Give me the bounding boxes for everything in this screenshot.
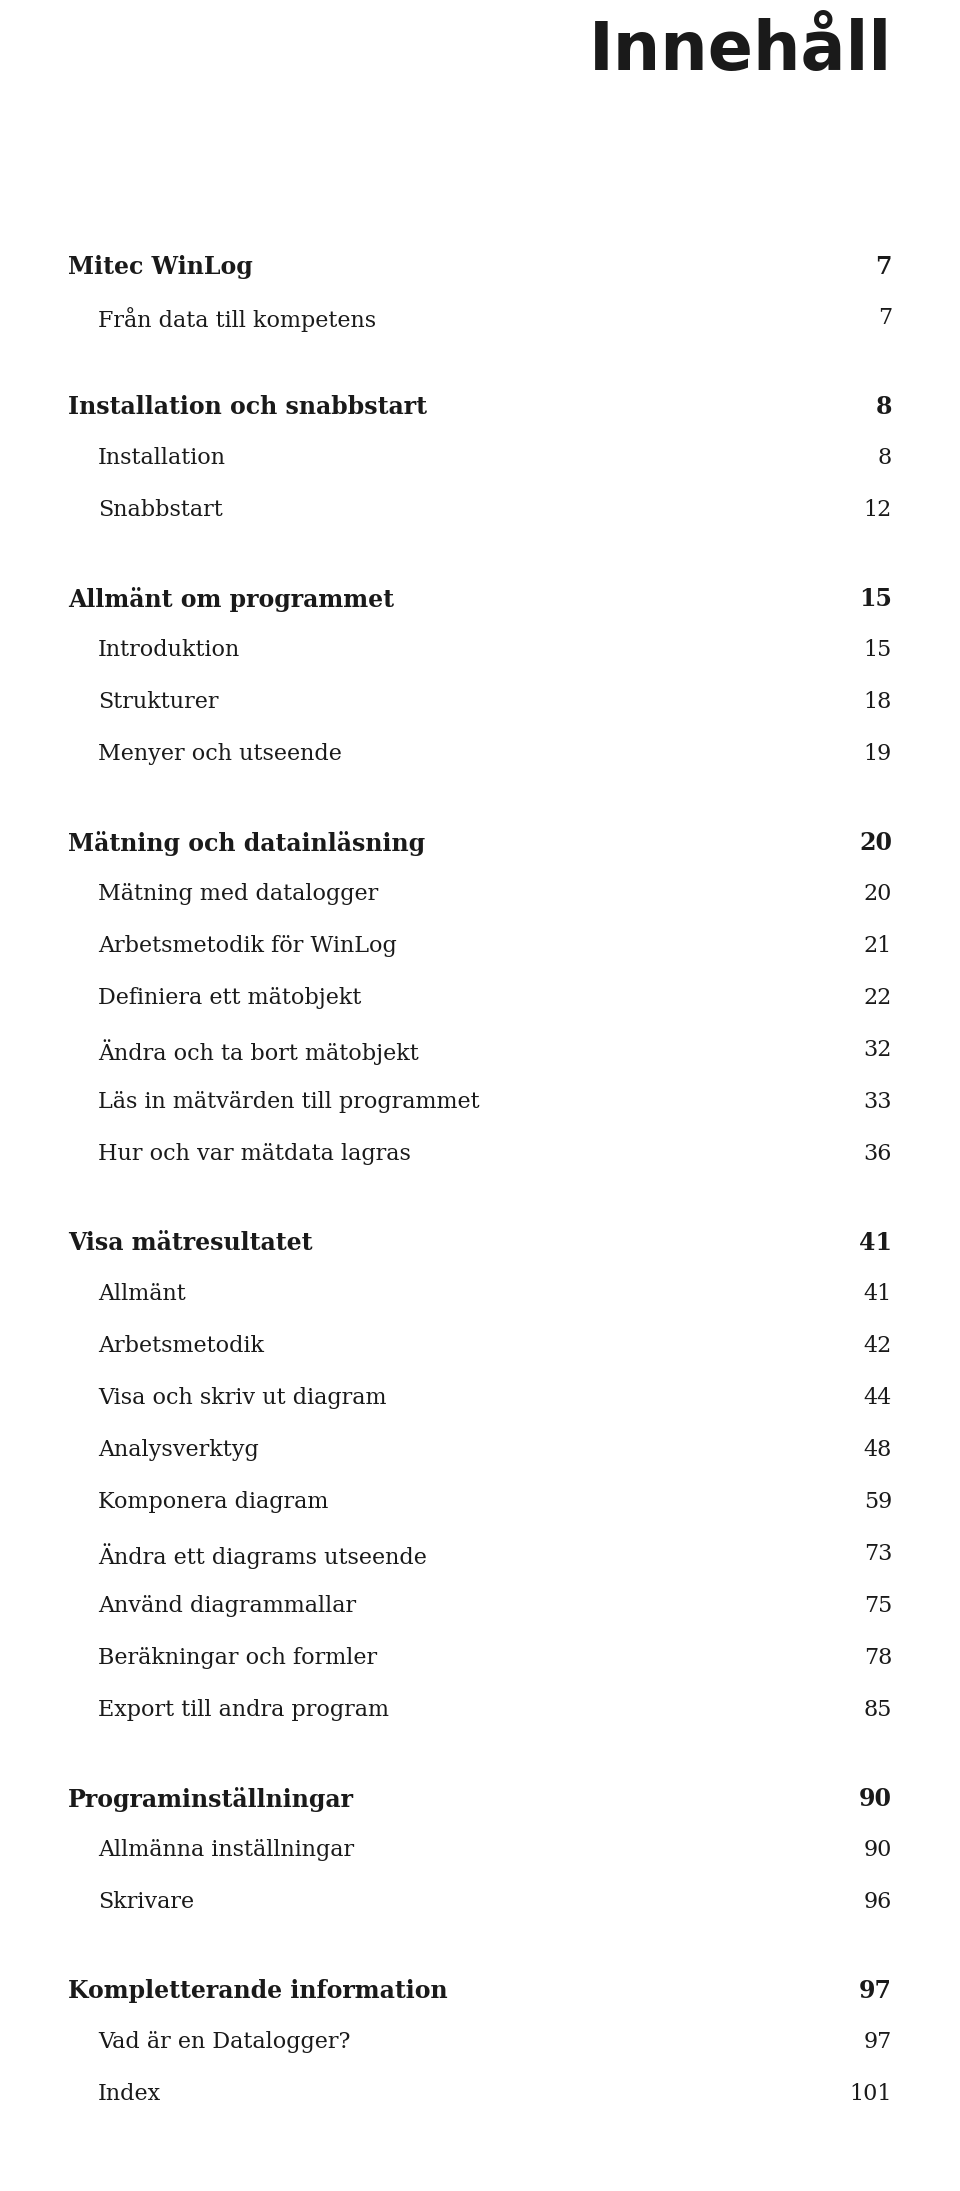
Text: 41: 41: [859, 1231, 892, 1255]
Text: 36: 36: [864, 1144, 892, 1166]
Text: Ändra ett diagrams utseende: Ändra ett diagrams utseende: [98, 1542, 427, 1569]
Text: Snabbstart: Snabbstart: [98, 500, 223, 521]
Text: 78: 78: [864, 1648, 892, 1670]
Text: Index: Index: [98, 2084, 161, 2106]
Text: 7: 7: [877, 307, 892, 329]
Text: Ändra och ta bort mätobjekt: Ändra och ta bort mätobjekt: [98, 1039, 419, 1065]
Text: Allmänna inställningar: Allmänna inställningar: [98, 1838, 354, 1860]
Text: Mätning och datainläsning: Mätning och datainläsning: [68, 830, 425, 857]
Text: Vad är en Datalogger?: Vad är en Datalogger?: [98, 2031, 350, 2053]
Text: 19: 19: [864, 743, 892, 765]
Text: Kompletterande information: Kompletterande information: [68, 1978, 447, 2003]
Text: Definiera ett mätobjekt: Definiera ett mätobjekt: [98, 986, 361, 1010]
Text: 73: 73: [864, 1542, 892, 1564]
Text: 41: 41: [864, 1284, 892, 1306]
Text: Arbetsmetodik: Arbetsmetodik: [98, 1334, 264, 1356]
Text: 18: 18: [864, 690, 892, 712]
Text: 33: 33: [863, 1091, 892, 1113]
Text: Allmänt: Allmänt: [98, 1284, 185, 1306]
Text: Installation: Installation: [98, 447, 226, 469]
Text: Hur och var mätdata lagras: Hur och var mätdata lagras: [98, 1144, 411, 1166]
Text: 15: 15: [859, 587, 892, 611]
Text: Läs in mätvärden till programmet: Läs in mätvärden till programmet: [98, 1091, 480, 1113]
Text: 8: 8: [877, 447, 892, 469]
Text: 32: 32: [864, 1039, 892, 1060]
Text: 75: 75: [864, 1595, 892, 1617]
Text: Komponera diagram: Komponera diagram: [98, 1492, 328, 1514]
Text: Programinställningar: Programinställningar: [68, 1788, 354, 1812]
Text: 12: 12: [864, 500, 892, 521]
Text: Innehåll: Innehåll: [588, 18, 892, 83]
Text: 42: 42: [864, 1334, 892, 1356]
Text: Allmänt om programmet: Allmänt om programmet: [68, 587, 394, 611]
Text: 96: 96: [864, 1891, 892, 1913]
Text: 20: 20: [864, 883, 892, 905]
Text: 90: 90: [864, 1838, 892, 1860]
Text: Använd diagrammallar: Använd diagrammallar: [98, 1595, 356, 1617]
Text: Beräkningar och formler: Beräkningar och formler: [98, 1648, 377, 1670]
Text: Från data till kompetens: Från data till kompetens: [98, 307, 376, 333]
Text: 21: 21: [864, 936, 892, 957]
Text: Skrivare: Skrivare: [98, 1891, 194, 1913]
Text: 48: 48: [864, 1439, 892, 1461]
Text: Analysverktyg: Analysverktyg: [98, 1439, 259, 1461]
Text: 15: 15: [864, 640, 892, 662]
Text: Arbetsmetodik för WinLog: Arbetsmetodik för WinLog: [98, 936, 396, 957]
Text: Mitec WinLog: Mitec WinLog: [68, 254, 252, 278]
Text: 90: 90: [859, 1788, 892, 1812]
Text: Mätning med datalogger: Mätning med datalogger: [98, 883, 378, 905]
Text: 97: 97: [864, 2031, 892, 2053]
Text: Strukturer: Strukturer: [98, 690, 219, 712]
Text: Installation och snabbstart: Installation och snabbstart: [68, 394, 427, 418]
Text: 101: 101: [850, 2084, 892, 2106]
Text: 44: 44: [864, 1387, 892, 1409]
Text: Introduktion: Introduktion: [98, 640, 240, 662]
Text: 20: 20: [859, 830, 892, 854]
Text: 97: 97: [859, 1978, 892, 2003]
Text: Visa mätresultatet: Visa mätresultatet: [68, 1231, 313, 1255]
Text: 85: 85: [864, 1698, 892, 1720]
Text: Visa och skriv ut diagram: Visa och skriv ut diagram: [98, 1387, 387, 1409]
Text: 59: 59: [864, 1492, 892, 1514]
Text: Menyer och utseende: Menyer och utseende: [98, 743, 342, 765]
Text: 22: 22: [864, 986, 892, 1010]
Text: 7: 7: [876, 254, 892, 278]
Text: 8: 8: [876, 394, 892, 418]
Text: Export till andra program: Export till andra program: [98, 1698, 389, 1720]
